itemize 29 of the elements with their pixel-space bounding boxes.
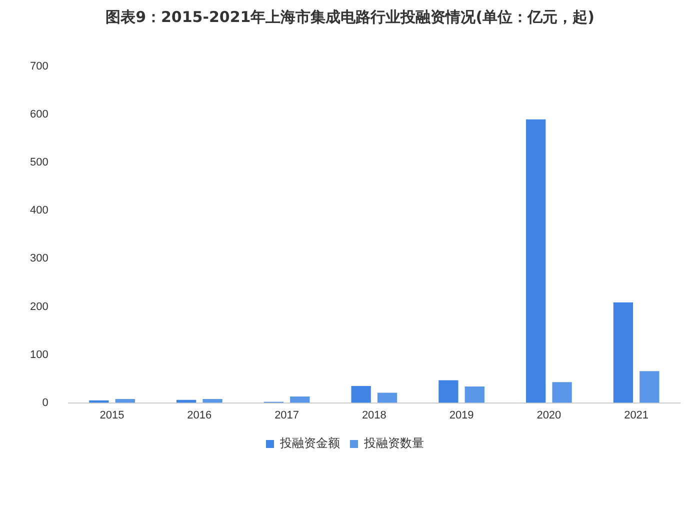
bar xyxy=(640,371,660,403)
bar xyxy=(290,396,310,403)
bar xyxy=(351,386,371,403)
x-tick-label: 2015 xyxy=(100,409,124,422)
bar xyxy=(526,119,546,403)
y-tick-label: 600 xyxy=(30,108,48,121)
y-tick-label: 300 xyxy=(30,252,48,265)
x-tick-label: 2021 xyxy=(624,409,649,422)
bar xyxy=(115,398,135,403)
y-tick-label: 200 xyxy=(30,300,48,313)
bar xyxy=(464,386,484,403)
legend-label: 投融资金额 xyxy=(279,436,340,450)
chart-title: 图表9：2015-2021年上海市集成电路行业投融资情况(单位：亿元，起) xyxy=(104,8,596,27)
bar xyxy=(377,392,398,403)
bar xyxy=(438,380,458,403)
x-tick-label: 2020 xyxy=(536,409,562,422)
y-tick-label: 500 xyxy=(30,156,48,169)
legend-label: 投融资数量 xyxy=(363,436,424,450)
bar xyxy=(552,382,572,403)
y-tick-label: 0 xyxy=(42,396,48,409)
x-tick-label: 2019 xyxy=(449,409,474,422)
y-tick-label: 700 xyxy=(30,60,48,73)
bar xyxy=(202,398,222,403)
x-tick-label: 2017 xyxy=(274,409,300,422)
bar xyxy=(613,302,634,403)
x-tick-label: 2018 xyxy=(362,409,386,422)
y-tick-label: 400 xyxy=(30,204,48,217)
x-tick-label: 2016 xyxy=(187,409,212,422)
y-tick-label: 100 xyxy=(30,348,48,361)
